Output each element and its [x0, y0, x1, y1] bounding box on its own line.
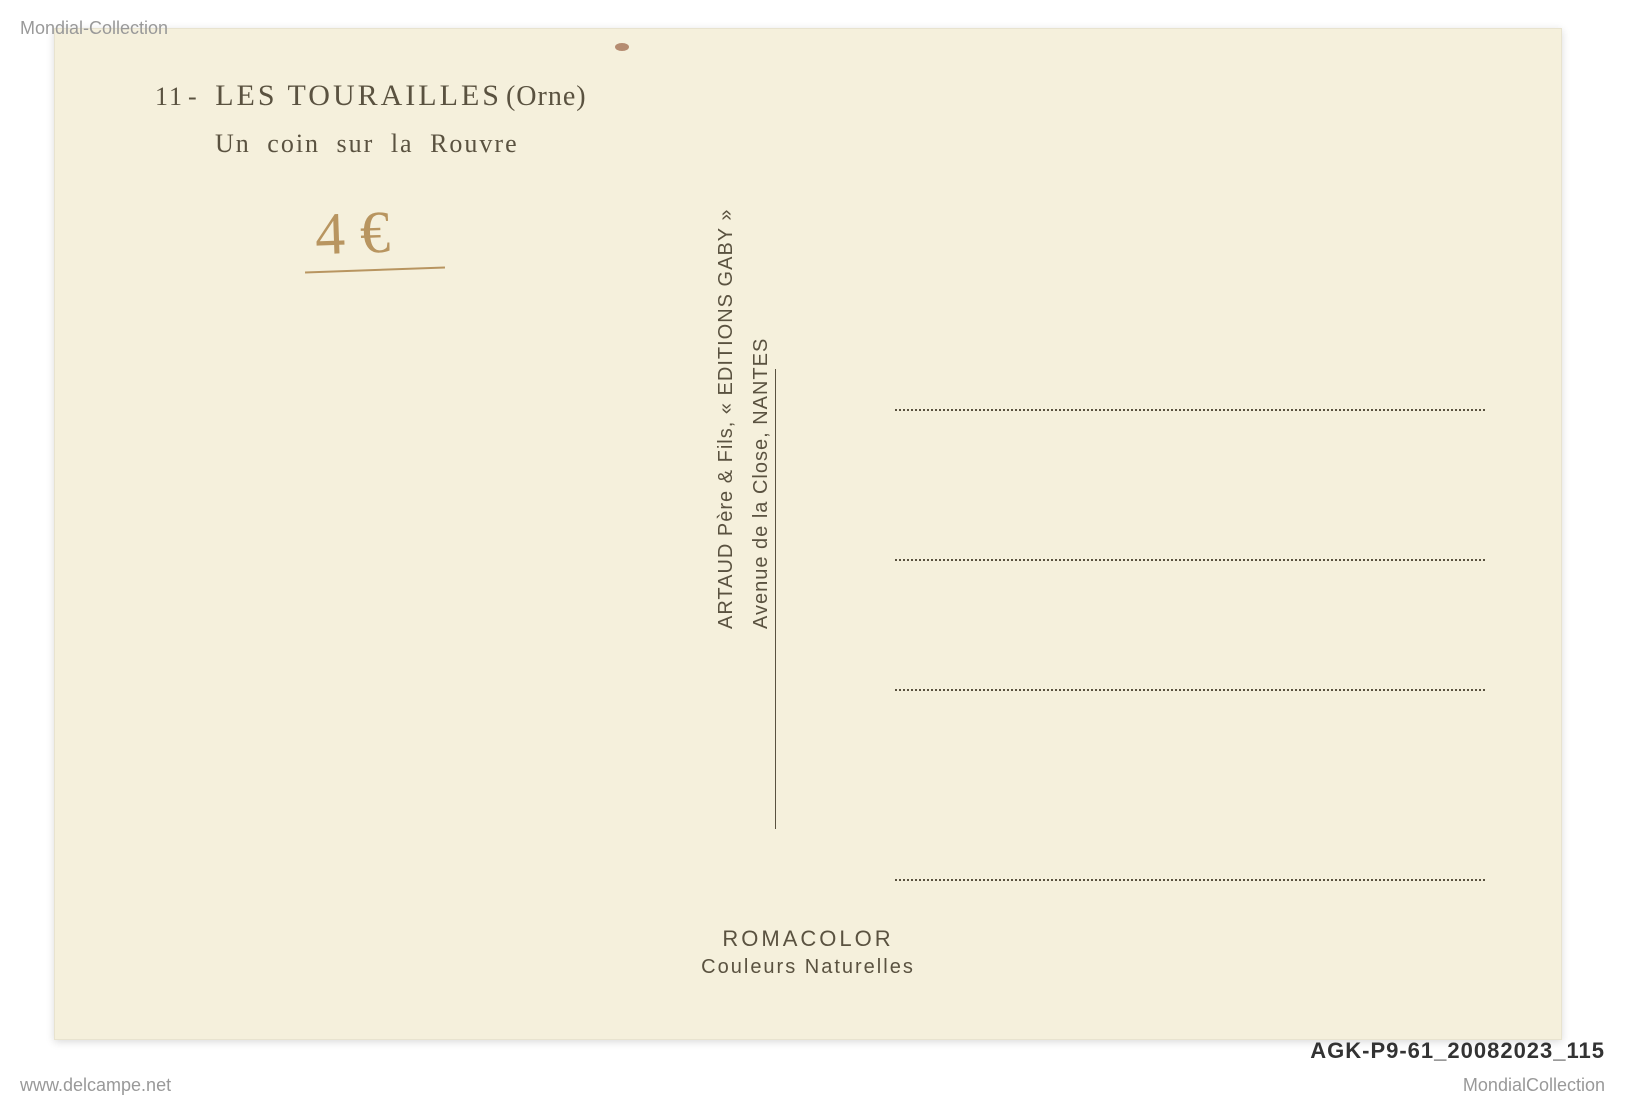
- address-line-2: [895, 559, 1485, 561]
- postcard-back: 11 - LES TOURAILLES (Orne) Un coin sur l…: [54, 28, 1562, 1040]
- region-text: (Orne): [506, 81, 587, 112]
- publisher-line1: ARTAUD Père & Fils, « EDITIONS GABY »: [715, 209, 738, 629]
- title-area: 11 - LES TOURAILLES (Orne): [155, 79, 587, 113]
- address-line-1: [895, 409, 1485, 411]
- brand-name: ROMACOLOR: [701, 926, 915, 952]
- publisher-line2: Avenue de la Close, NANTES: [750, 338, 773, 629]
- stain-spot: [615, 43, 629, 51]
- address-line-3: [895, 689, 1485, 691]
- watermark-bottom-left: www.delcampe.net: [20, 1075, 171, 1096]
- handwritten-price: 4 €: [314, 198, 391, 270]
- brand-subtitle: Couleurs Naturelles: [701, 956, 915, 979]
- watermark-top-left: Mondial-Collection: [20, 18, 168, 39]
- subtitle: Un coin sur la Rouvre: [215, 129, 519, 159]
- separator: -: [188, 82, 207, 111]
- vertical-divider: [775, 369, 776, 829]
- brand-area: ROMACOLOR Couleurs Naturelles: [701, 926, 915, 979]
- address-line-4: [895, 879, 1485, 881]
- watermark-bottom-right: MondialCollection: [1463, 1075, 1605, 1096]
- card-number: 11: [155, 82, 184, 111]
- location-title: LES TOURAILLES: [215, 79, 502, 112]
- reference-code: AGK-P9-61_20082023_115: [1310, 1038, 1605, 1064]
